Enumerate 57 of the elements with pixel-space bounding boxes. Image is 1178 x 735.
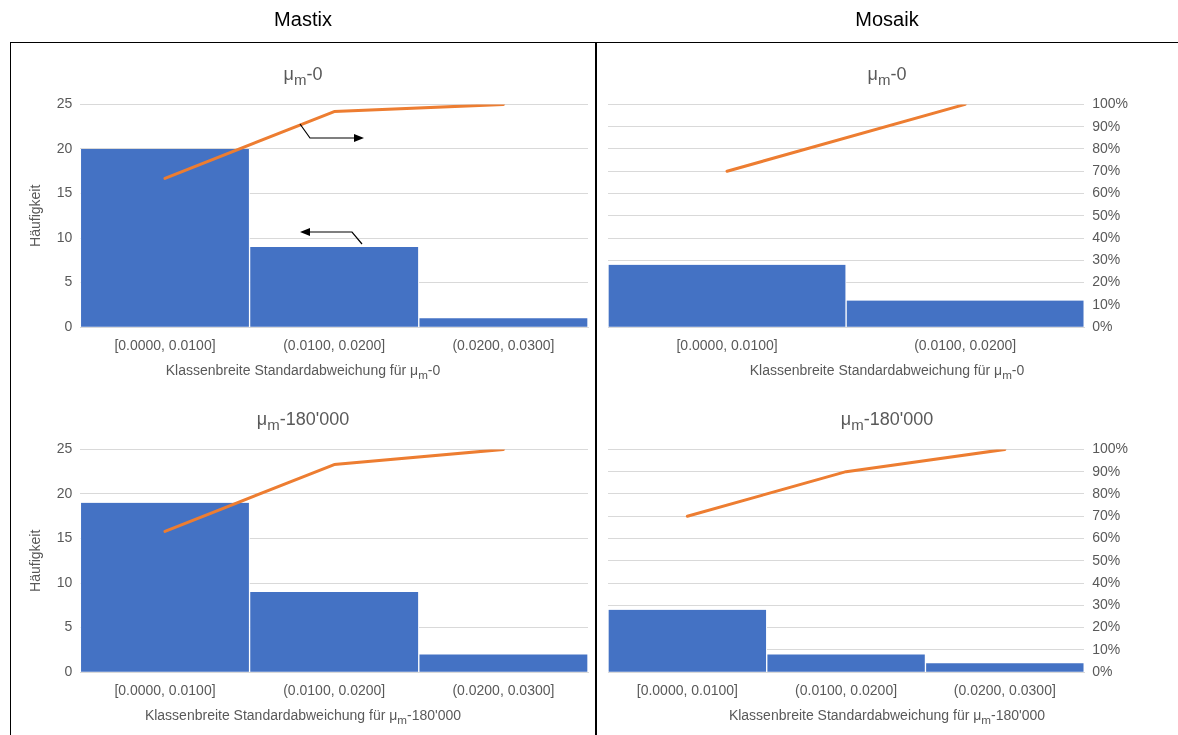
x-tick-label: (0.0200, 0.0300] xyxy=(452,337,555,354)
y2-tick-label: 0% xyxy=(1092,663,1113,680)
y-axis-title: Häufigkeit xyxy=(27,184,44,247)
y-tick-label: 25 xyxy=(56,440,73,457)
y2-tick-label: 100% xyxy=(1092,95,1129,112)
y2-tick-label: 40% xyxy=(1092,228,1121,245)
y2-tick-label: 60% xyxy=(1092,529,1121,546)
y2-tick-label: 70% xyxy=(1092,162,1121,179)
x-tick-label: (0.0100, 0.0200] xyxy=(914,337,1017,354)
y2-tick-label: 10% xyxy=(1092,295,1121,312)
text: Mastix xyxy=(273,8,333,31)
y-tick-label: 25 xyxy=(56,95,73,112)
y-tick-label: 15 xyxy=(56,184,73,201)
y2-tick-label: 50% xyxy=(1092,551,1121,568)
y2-tick-label: 0% xyxy=(1092,318,1113,335)
y-tick-label: 15 xyxy=(56,529,73,546)
x-axis-title: Klassenbreite Standardabweichung für μ$_{m}$-0 xyxy=(164,361,442,382)
y-axis-title: Häufigkeit xyxy=(27,529,44,592)
x-tick-label: [0.0000, 0.0100] xyxy=(676,337,778,354)
y-tick-label: 5 xyxy=(64,273,73,290)
text: Mosaik xyxy=(854,8,920,31)
chart-title: μ$_{m}$-180'000 xyxy=(839,408,935,433)
x-tick-label: [0.0000, 0.0100] xyxy=(636,682,738,699)
y2-tick-label: 20% xyxy=(1092,273,1121,290)
x-axis-title: Klassenbreite Standardabweichung für μ$_{m}$-180'000 xyxy=(727,706,1047,727)
x-tick-label: (0.0100, 0.0200] xyxy=(795,682,898,699)
x-tick-label: (0.0200, 0.0300] xyxy=(452,682,555,699)
y2-tick-label: 100% xyxy=(1092,440,1129,457)
y2-tick-label: 70% xyxy=(1092,507,1121,524)
y2-tick-label: 50% xyxy=(1092,206,1121,223)
y2-tick-label: 80% xyxy=(1092,484,1121,501)
y2-tick-label: 60% xyxy=(1092,184,1121,201)
y-tick-label: 0 xyxy=(64,663,73,680)
x-axis-title: Klassenbreite Standardabweichung für μ$_{m}$-0 xyxy=(748,361,1026,382)
y2-tick-label: 20% xyxy=(1092,618,1121,635)
chart-title: μ$_{m}$-0 xyxy=(282,63,324,88)
y2-tick-label: 90% xyxy=(1092,117,1121,134)
y-tick-label: 5 xyxy=(64,618,73,635)
y2-tick-label: 10% xyxy=(1092,640,1121,657)
y2-tick-label: 30% xyxy=(1092,251,1121,268)
y2-tick-label: 40% xyxy=(1092,573,1121,590)
y-tick-label: 20 xyxy=(56,484,73,501)
chart-title: μ$_{m}$-180'000 xyxy=(255,408,351,433)
y2-tick-label: 90% xyxy=(1092,462,1121,479)
y-tick-label: 10 xyxy=(56,228,73,245)
y2-tick-label: 30% xyxy=(1092,596,1121,613)
x-tick-label: (0.0200, 0.0300] xyxy=(953,682,1056,699)
x-tick-label: (0.0100, 0.0200] xyxy=(283,682,386,699)
y-tick-label: 10 xyxy=(56,573,73,590)
chart-title: μ$_{m}$-0 xyxy=(866,63,908,88)
x-tick-label: [0.0000, 0.0100] xyxy=(114,682,216,699)
y-tick-label: 20 xyxy=(56,139,73,156)
x-axis-title: Klassenbreite Standardabweichung für μ$_{m}$-180'000 xyxy=(143,706,463,727)
y2-tick-label: 80% xyxy=(1092,139,1121,156)
x-tick-label: (0.0100, 0.0200] xyxy=(283,337,386,354)
y-tick-label: 0 xyxy=(64,318,73,335)
x-tick-label: [0.0000, 0.0100] xyxy=(114,337,216,354)
